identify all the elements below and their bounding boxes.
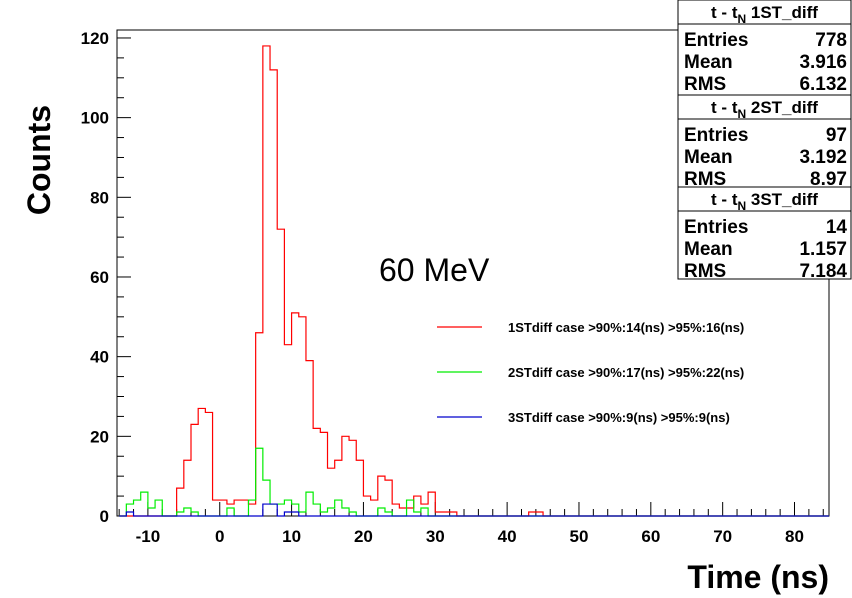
stats-value: 97 — [826, 125, 847, 146]
stats-label: RMS — [684, 261, 726, 282]
y-tick-label: 40 — [90, 348, 109, 367]
tick-labels: -10 0 10 20 30 40 50 60 70 80 0 20 40 60 80 100 120 — [81, 29, 804, 546]
stats-box-3: t - tN 3ST_diff Entries 14 Mean 1.157 RMS 7.18… — [677, 186, 852, 282]
stats-value: 8.97 — [810, 169, 847, 190]
stats-value: 7.184 — [799, 261, 847, 282]
y-tick-label: 60 — [90, 268, 109, 287]
stats-label: RMS — [684, 169, 726, 190]
stats-label: Mean — [684, 239, 733, 260]
histogram-series-3 — [119, 503, 829, 517]
x-tick-label: 10 — [282, 527, 301, 546]
x-tick-label: 60 — [641, 527, 660, 546]
y-tick-label: 100 — [81, 109, 109, 128]
y-tick-label: 120 — [81, 29, 109, 48]
x-tick-label: 40 — [498, 527, 517, 546]
y-tick-label: 0 — [100, 507, 109, 526]
legend-label-3: 3STdiff case >90%:9(ns) >95%:9(ns) — [508, 410, 730, 425]
stats-value: 14 — [826, 217, 848, 238]
y-tick-label: 80 — [90, 188, 109, 207]
stats-value: 778 — [815, 30, 847, 51]
stats-label: Mean — [684, 52, 733, 73]
stats-value: 3.916 — [799, 52, 847, 73]
x-tick-label: 20 — [354, 527, 373, 546]
stats-label: RMS — [684, 74, 726, 95]
stats-label: Entries — [684, 30, 748, 51]
stats-value: 6.132 — [799, 74, 847, 95]
stats-box-1: t - tN 1ST_diff Entries 778 Mean 3.916 RMS 6.1… — [677, 0, 852, 96]
stats-box-title: t - tN 2ST_diff — [711, 98, 818, 121]
y-tick-label: 20 — [90, 427, 109, 446]
x-tick-label: 50 — [570, 527, 589, 546]
stats-box-frame — [677, 186, 852, 280]
x-tick-label: 0 — [215, 527, 224, 546]
x-tick-label: 80 — [785, 527, 804, 546]
stats-box-title: t - tN 3ST_diff — [711, 190, 818, 213]
legend-label-1: 1STdiff case >90%:14(ns) >95%:16(ns) — [508, 320, 744, 335]
stats-boxes: t - tN 1ST_diff Entries 778 Mean 3.916 RMS 6.1… — [677, 0, 852, 282]
stats-box-title: t - tN 1ST_diff — [711, 3, 818, 26]
stats-box-frame — [677, 94, 852, 188]
x-tick-label: 70 — [713, 527, 732, 546]
stats-label: Entries — [684, 125, 748, 146]
x-tick-label: 30 — [426, 527, 445, 546]
y-axis-title: Counts — [21, 105, 57, 215]
stats-value: 1.157 — [799, 239, 847, 260]
x-tick-label: -10 — [136, 527, 161, 546]
stats-label: Mean — [684, 147, 733, 168]
histogram-series — [119, 45, 829, 517]
x-axis-title: Time (ns) — [687, 559, 829, 595]
stats-value: 3.192 — [799, 147, 847, 168]
stats-box-frame — [677, 0, 852, 96]
stats-label: Entries — [684, 217, 748, 238]
legend-label-2: 2STdiff case >90%:17(ns) >95%:22(ns) — [508, 365, 744, 380]
legend: 1STdiff case >90%:14(ns) >95%:16(ns) 2STd… — [437, 320, 744, 425]
energy-annotation: 60 MeV — [379, 252, 490, 288]
stats-box-2: t - tN 2ST_diff Entries 97 Mean 3.192 RMS 8.97 — [677, 94, 852, 190]
